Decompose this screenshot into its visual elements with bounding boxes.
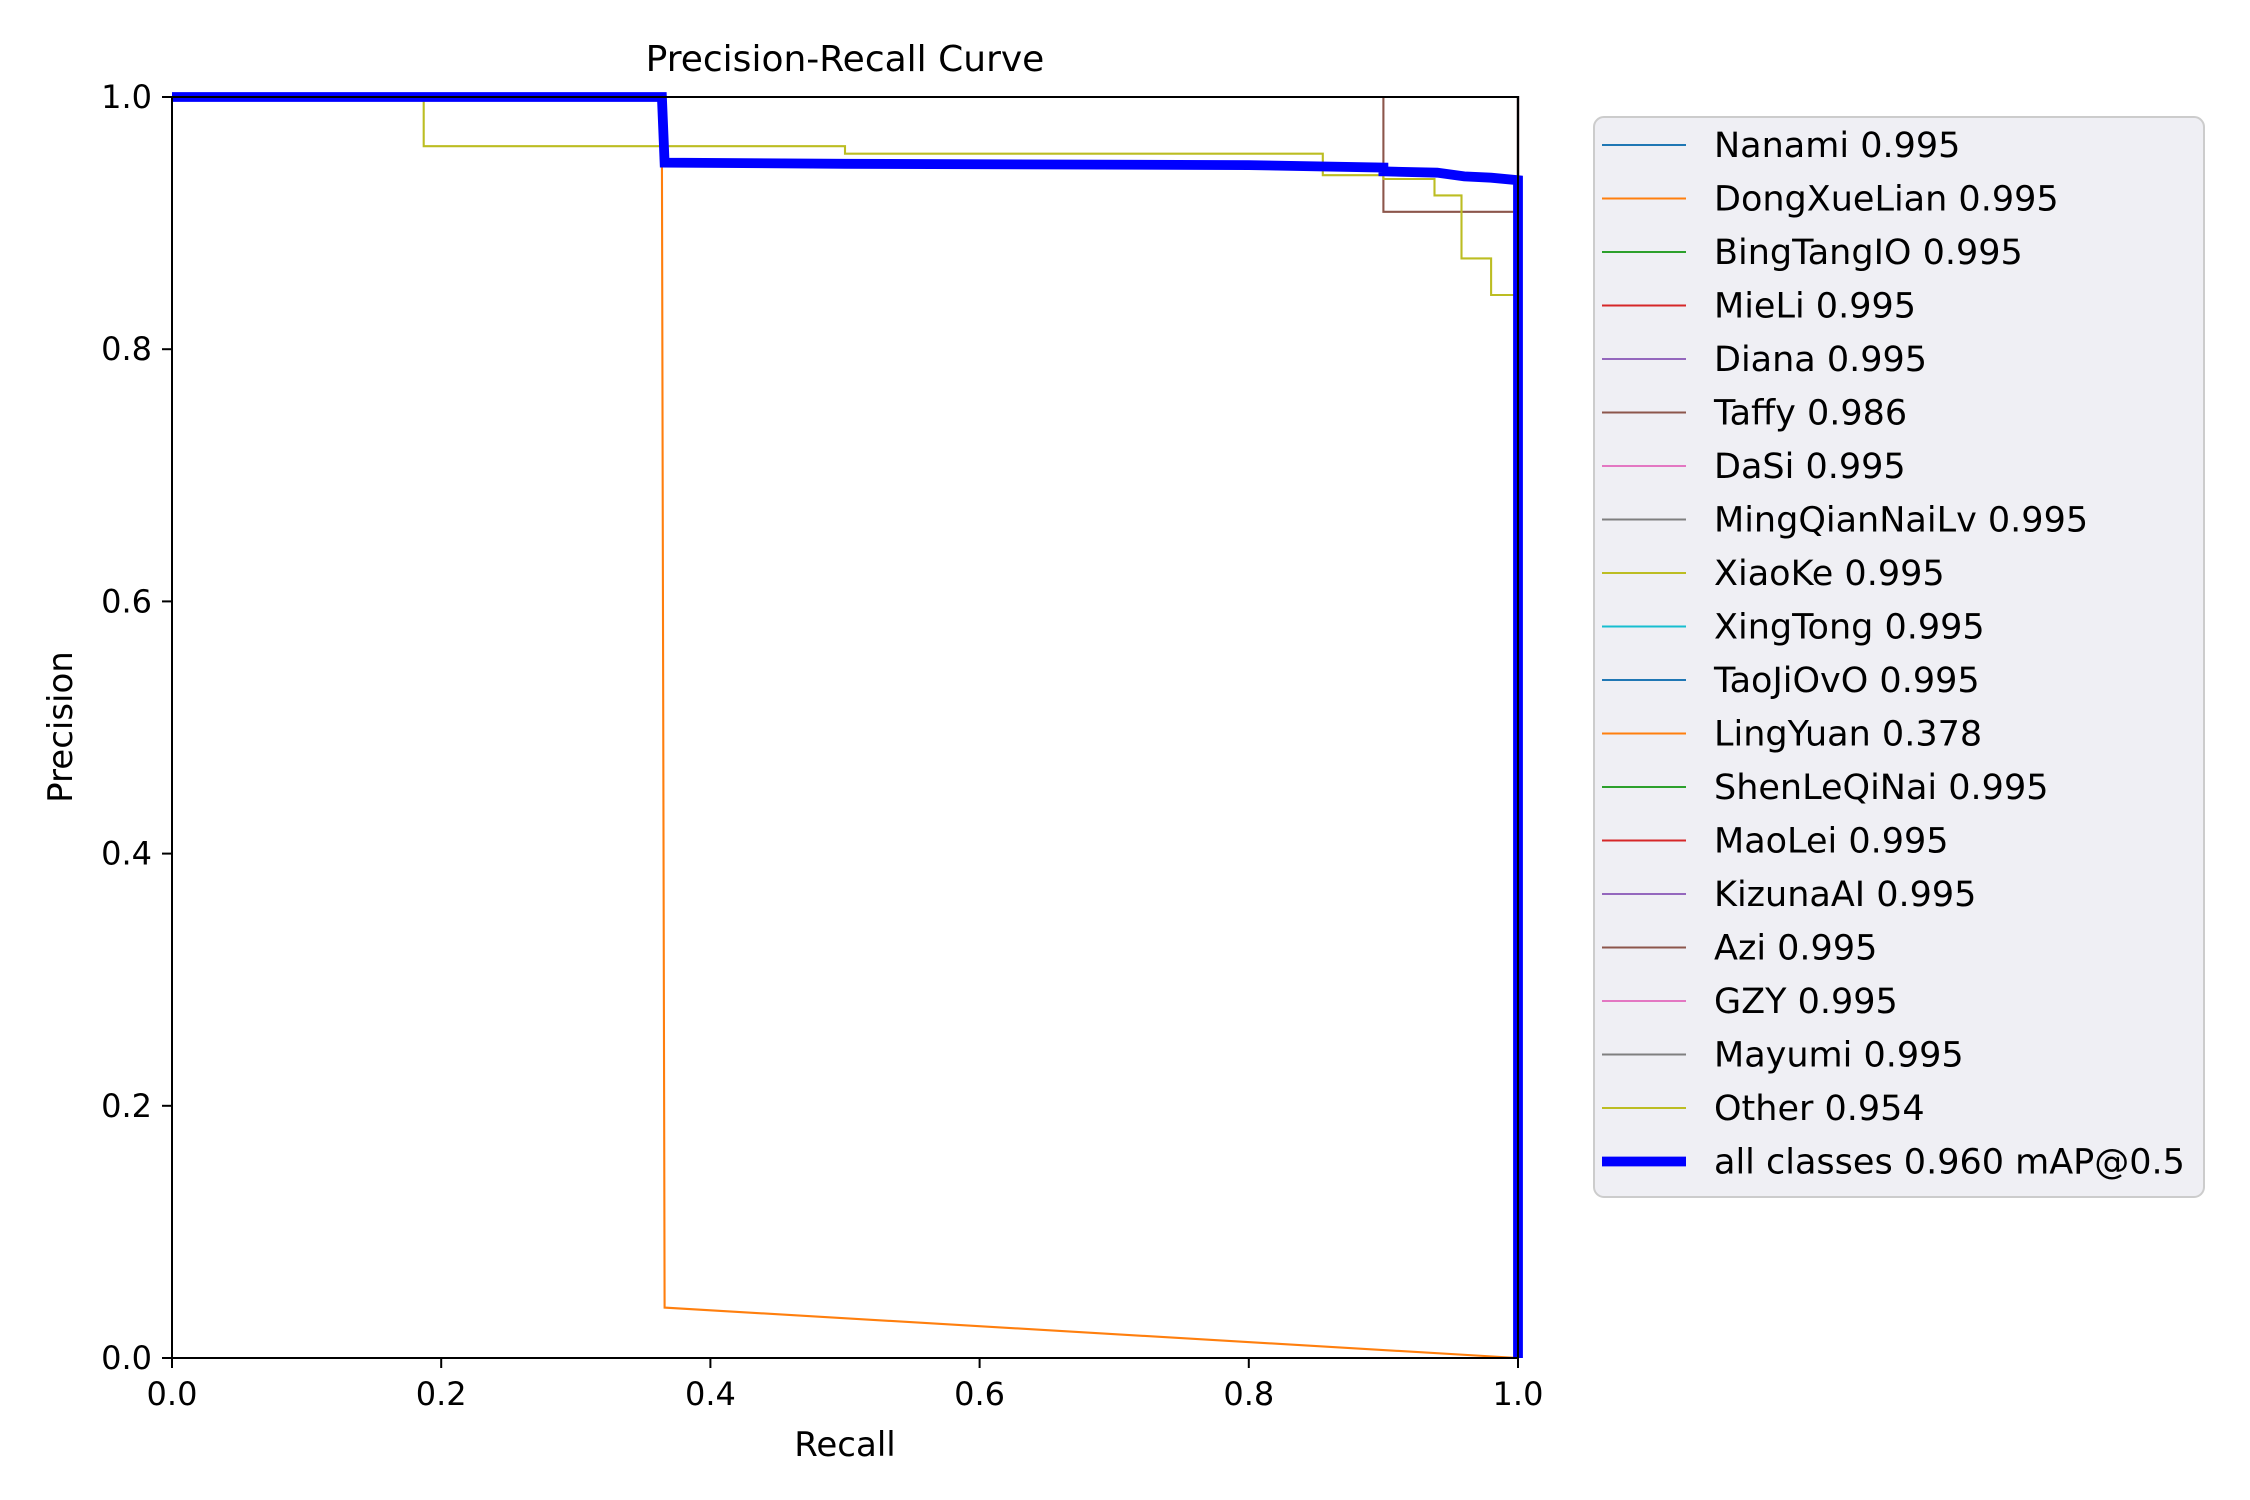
- legend-label: Other 0.954: [1714, 1089, 1925, 1129]
- legend-label: Taffy 0.986: [1713, 394, 1907, 434]
- x-tick-label: 0.0: [147, 1375, 198, 1413]
- legend-entry: MieLi 0.995: [1602, 287, 1916, 327]
- legend-label: ShenLeQiNai 0.995: [1714, 768, 2048, 808]
- legend-label: MingQianNaiLv 0.995: [1714, 501, 2088, 541]
- legend-label: Mayumi 0.995: [1714, 1036, 1964, 1076]
- plot-frame: [171, 96, 1519, 1359]
- legend-label: XiaoKe 0.995: [1714, 554, 1945, 594]
- legend-entry: TaoJiOvO 0.995: [1602, 661, 1980, 701]
- legend-entry: GZY 0.995: [1602, 982, 1898, 1022]
- legend-label: XingTong 0.995: [1714, 608, 1985, 648]
- legend-entry: Taffy 0.986: [1602, 394, 1907, 434]
- series-line-19: [172, 92, 1523, 1358]
- x-tick-label: 0.8: [1223, 1375, 1274, 1413]
- legend-label: all classes 0.960 mAP@0.5: [1714, 1143, 2185, 1183]
- x-tick-label: 0.2: [416, 1375, 467, 1413]
- legend-entry: KizunaAI 0.995: [1602, 875, 1976, 915]
- legend-label: MaoLei 0.995: [1714, 822, 1949, 862]
- plot-area: [172, 97, 1518, 1358]
- legend-label: BingTangIO 0.995: [1714, 233, 2023, 273]
- y-tick-label: 0.8: [101, 330, 152, 368]
- legend-label: Azi 0.995: [1714, 929, 1877, 969]
- x-tick-label: 0.4: [685, 1375, 736, 1413]
- x-axis-label: Recall: [794, 1425, 895, 1465]
- legend-label: DongXueLian 0.995: [1714, 180, 2059, 220]
- legend-box: [1593, 116, 2205, 1198]
- y-tick-label: 0.2: [101, 1087, 152, 1125]
- y-tick-label: 0.6: [101, 582, 152, 620]
- legend-entry: Nanami 0.995: [1602, 126, 1960, 166]
- y-tick-label: 1.0: [101, 78, 152, 116]
- legend-entry: XingTong 0.995: [1602, 608, 1985, 648]
- legend-label: LingYuan 0.378: [1714, 715, 1982, 755]
- legend-label: DaSi 0.995: [1714, 447, 1906, 487]
- x-tick-label: 1.0: [1493, 1375, 1544, 1413]
- x-axis: 0.0 0.2 0.4 0.6 0.8 1.0: [147, 1358, 1544, 1413]
- legend-entry: DongXueLian 0.995: [1602, 180, 2059, 220]
- legend-entry: MaoLei 0.995: [1602, 822, 1949, 862]
- legend-entry: MingQianNaiLv 0.995: [1602, 501, 2088, 541]
- legend-entry: BingTangIO 0.995: [1602, 233, 2023, 273]
- legend-entry: Diana 0.995: [1602, 340, 1927, 380]
- chart-title: Precision-Recall Curve: [646, 39, 1045, 80]
- y-axis-label: Precision: [41, 651, 81, 803]
- legend-entry: DaSi 0.995: [1602, 447, 1906, 487]
- legend-entry: Mayumi 0.995: [1602, 1036, 1964, 1076]
- y-tick-label: 0.4: [101, 835, 152, 873]
- series-line-18: [172, 95, 1520, 1358]
- legend-entry: all classes 0.960 mAP@0.5: [1602, 1143, 2185, 1183]
- legend-entry: Other 0.954: [1602, 1089, 1925, 1129]
- x-tick-label: 0.6: [954, 1375, 1005, 1413]
- y-axis: 0.0 0.2 0.4 0.6 0.8 1.0: [101, 78, 172, 1377]
- legend-label: MieLi 0.995: [1714, 287, 1916, 327]
- legend-label: Diana 0.995: [1714, 340, 1927, 380]
- legend-entry: XiaoKe 0.995: [1602, 554, 1945, 594]
- legend-label: KizunaAI 0.995: [1714, 875, 1976, 915]
- legend-label: Nanami 0.995: [1714, 126, 1960, 166]
- y-tick-label: 0.0: [101, 1339, 152, 1377]
- legend-label: TaoJiOvO 0.995: [1713, 661, 1980, 701]
- legend-label: GZY 0.995: [1714, 982, 1898, 1022]
- legend-entry: Azi 0.995: [1602, 929, 1877, 969]
- legend-entry: ShenLeQiNai 0.995: [1602, 768, 2048, 808]
- legend: Nanami 0.995 DongXueLian 0.995 BingTangIO …: [1593, 116, 2205, 1198]
- legend-entry: LingYuan 0.378: [1602, 715, 1982, 755]
